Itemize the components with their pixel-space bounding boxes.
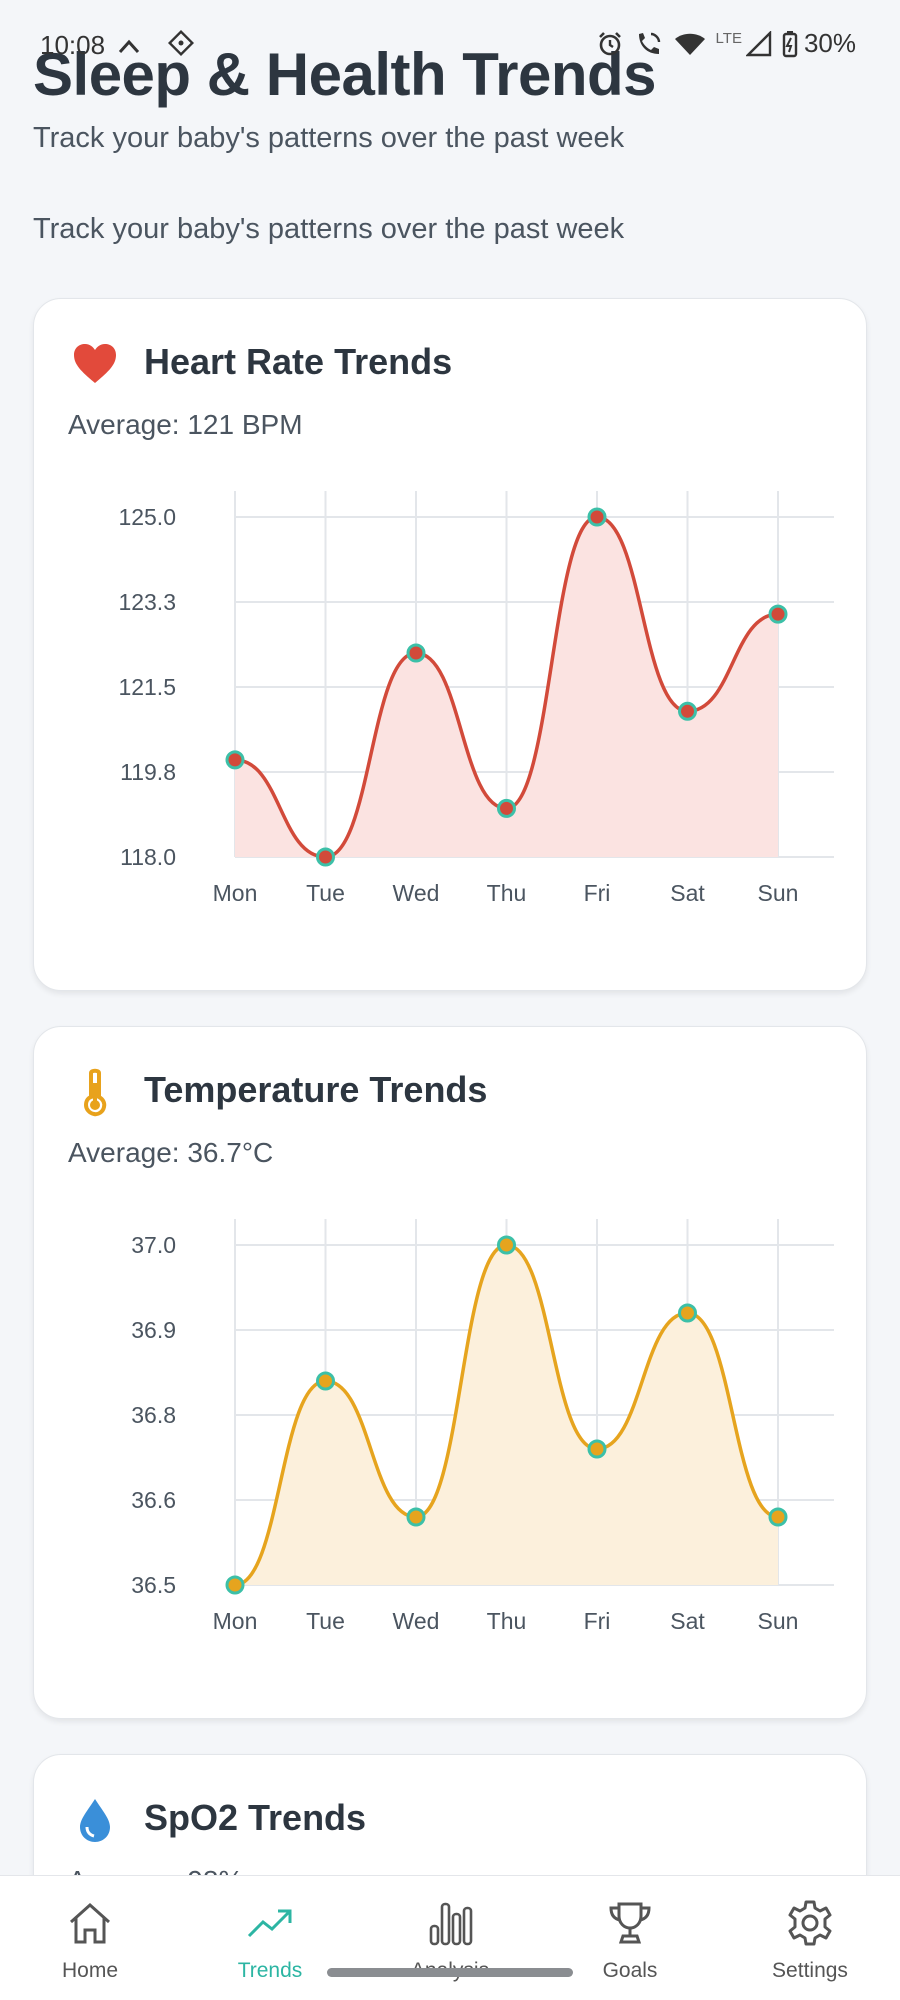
bottom-navigation: Home Trends Analysis Goals Settings [0, 1875, 900, 2000]
gear-icon [788, 1900, 832, 1946]
nav-home[interactable]: Home [0, 1876, 180, 2000]
nav-home-label: Home [61, 1959, 119, 1982]
y-tick-label: 118.0 [120, 844, 176, 870]
x-tick-label: Tue [306, 1608, 345, 1634]
signal-icon [745, 30, 772, 57]
page-subtitle: Track your baby's patterns over the past… [33, 122, 625, 154]
x-tick-label: Sun [758, 1608, 799, 1634]
wifi-icon [674, 31, 706, 57]
bar-chart-icon [429, 1902, 473, 1946]
thermometer-icon [70, 1067, 120, 1117]
trending-up-icon [247, 1909, 292, 1938]
data-point [497, 798, 516, 818]
x-tick-label: Sat [670, 880, 705, 906]
chevron-up-icon [118, 30, 140, 61]
status-icons: LTE 30% [596, 28, 856, 59]
battery-level: 30% [803, 28, 856, 58]
nav-settings-label: Settings [772, 1959, 848, 1982]
heart-rate-chart: 118.0 119.8 121.5 123.3 125.0 Mon Tue Wed Thu Fri… [118, 491, 834, 906]
data-point [587, 1439, 607, 1459]
y-tick-label: 125.0 [118, 504, 176, 530]
data-point [406, 1507, 426, 1527]
nav-trends[interactable]: Trends [180, 1876, 360, 2000]
x-tick-label: Sun [758, 880, 799, 906]
series-area [235, 1245, 778, 1585]
y-tick-label: 36.5 [131, 1572, 176, 1598]
home-icon [69, 1902, 111, 1944]
data-point [587, 507, 607, 527]
x-tick-label: Wed [393, 1608, 440, 1634]
data-point [225, 1575, 245, 1595]
x-tick-label: Mon [213, 1608, 258, 1634]
data-point [316, 847, 335, 867]
heart-rate-title: Heart Rate Trends [144, 341, 453, 382]
nav-trends-label: Trends [237, 1959, 303, 1982]
network-type: LTE [715, 30, 742, 47]
data-point [316, 1371, 335, 1391]
y-tick-label: 119.8 [120, 759, 176, 785]
y-tick-label: 37.0 [131, 1232, 176, 1258]
status-time: 10:08 [40, 30, 106, 60]
data-point [678, 1303, 697, 1323]
trophy-icon [609, 1902, 651, 1944]
status-bar: 10:08 LTE 30% [0, 0, 900, 90]
x-tick-label: Fri [584, 880, 611, 906]
x-tick-label: Thu [487, 880, 527, 906]
x-tick-label: Sat [670, 1608, 705, 1634]
data-point [225, 750, 245, 770]
y-tick-label: 121.5 [118, 674, 176, 700]
spo2-title: SpO2 Trends [144, 1797, 367, 1838]
data-point [768, 1507, 788, 1527]
y-tick-label: 36.6 [131, 1487, 176, 1513]
series-area [235, 517, 778, 857]
nav-goals[interactable]: Goals [540, 1876, 720, 2000]
data-point [406, 643, 426, 663]
nav-goals-label: Goals [602, 1959, 658, 1982]
heart-icon [70, 339, 120, 389]
temperature-title: Temperature Trends [144, 1069, 488, 1110]
data-point [678, 701, 697, 721]
nav-analysis[interactable]: Analysis [360, 1876, 540, 2000]
data-point [497, 1235, 516, 1255]
wifi-call-icon [634, 30, 664, 58]
diamond-grid-icon [167, 29, 195, 63]
x-tick-label: Mon [213, 880, 258, 906]
temperature-card[interactable]: Temperature Trends Average: 36.7°C 36.5 3… [33, 1026, 867, 1719]
y-tick-label: 123.3 [118, 589, 176, 615]
temperature-average: Average: 36.7°C [68, 1137, 274, 1168]
temperature-chart: 36.5 36.6 36.8 36.9 37.0 Mon Tue Wed Thu Fri Sat Su… [131, 1219, 834, 1634]
x-tick-label: Thu [487, 1608, 527, 1634]
alarm-icon [596, 30, 624, 58]
data-point [768, 604, 788, 624]
nav-settings[interactable]: Settings [720, 1876, 900, 2000]
water-drop-icon [70, 1795, 120, 1845]
x-tick-label: Tue [306, 880, 345, 906]
heart-rate-card[interactable]: Heart Rate Trends Average: 121 BPM 118.0… [33, 298, 867, 991]
home-indicator[interactable] [327, 1968, 573, 1977]
y-tick-label: 36.8 [131, 1402, 176, 1428]
page-subtitle-repeat: Track your baby's patterns over the past… [33, 213, 625, 245]
x-tick-label: Fri [584, 1608, 611, 1634]
x-tick-label: Wed [393, 880, 440, 906]
battery-icon [782, 30, 798, 58]
heart-rate-average: Average: 121 BPM [68, 409, 303, 440]
y-tick-label: 36.9 [131, 1317, 176, 1343]
